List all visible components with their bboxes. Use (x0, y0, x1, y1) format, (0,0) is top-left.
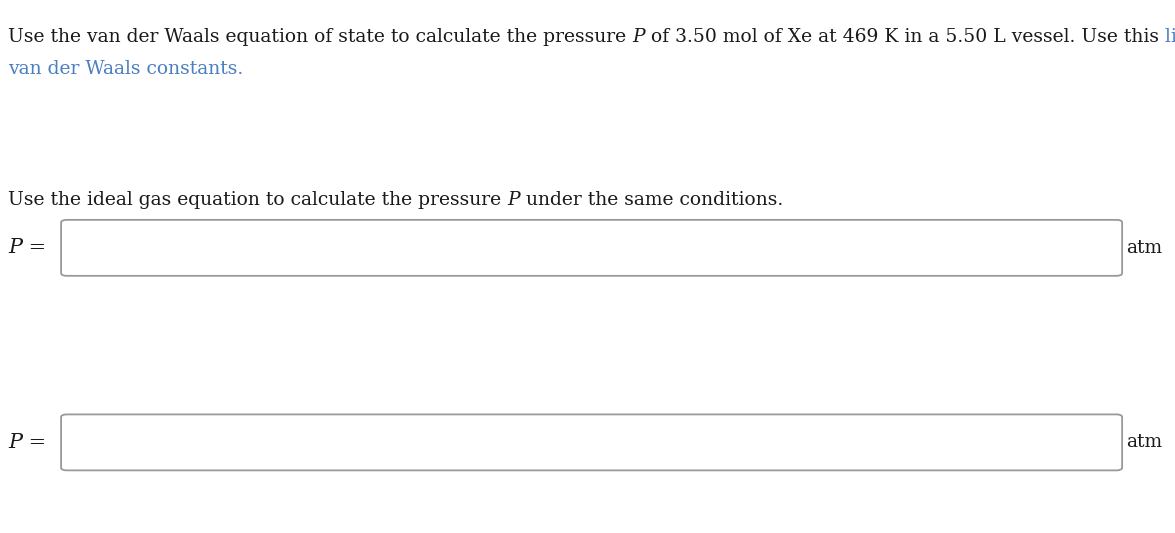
Text: atm: atm (1126, 239, 1162, 257)
Text: Use the van der Waals equation of state to calculate the pressure: Use the van der Waals equation of state … (8, 28, 632, 46)
Text: van der Waals constants.: van der Waals constants. (8, 60, 243, 78)
Text: P: P (632, 28, 645, 46)
Text: P =: P = (8, 433, 46, 452)
FancyBboxPatch shape (61, 415, 1122, 470)
Text: P: P (508, 191, 521, 209)
Text: under the same conditions.: under the same conditions. (521, 191, 784, 209)
Text: P =: P = (8, 238, 46, 257)
Text: Use the ideal gas equation to calculate the pressure: Use the ideal gas equation to calculate … (8, 191, 508, 209)
Text: atm: atm (1126, 433, 1162, 451)
Text: list of: list of (1164, 28, 1175, 46)
Text: of 3.50 mol of Xe at 469 K in a 5.50 L vessel. Use this: of 3.50 mol of Xe at 469 K in a 5.50 L v… (645, 28, 1164, 46)
FancyBboxPatch shape (61, 220, 1122, 276)
